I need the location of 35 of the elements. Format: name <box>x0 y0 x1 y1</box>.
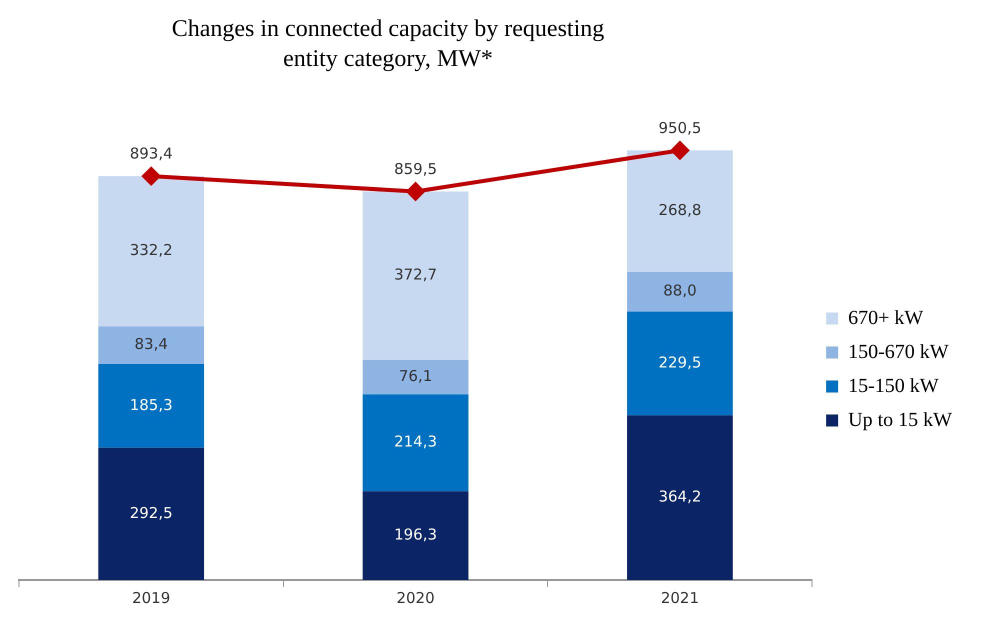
bar <box>98 176 204 326</box>
data-label: 268,8 <box>658 201 702 220</box>
data-label: 214,3 <box>394 432 438 451</box>
x-tick-label: 2019 <box>132 588 170 607</box>
data-label: 364,2 <box>658 488 702 506</box>
data-label: 372,7 <box>394 266 438 284</box>
data-label: 196,3 <box>394 526 438 544</box>
data-label: 859,5 <box>394 160 438 178</box>
data-label: 292,5 <box>130 504 173 522</box>
bar <box>627 150 733 272</box>
bar <box>98 364 204 448</box>
text: Changes in connected capacity by requesting entity category, MW* <box>170 15 606 74</box>
data-label: 229,5 <box>658 353 702 372</box>
data-label: 185,3 <box>130 396 173 414</box>
legend-label: Up to 15 kW <box>848 408 952 431</box>
bar <box>362 394 468 492</box>
data-label: 893,4 <box>130 144 173 163</box>
legend-label: 150-670 kW <box>848 340 949 363</box>
legend-label: 15-150 kW <box>848 374 939 397</box>
data-label: 88,0 <box>663 282 697 300</box>
bar <box>627 415 733 580</box>
x-tick-label: 2021 <box>660 588 700 607</box>
bar <box>627 312 733 416</box>
bar <box>362 491 468 580</box>
legend-label: 670+ kW <box>848 306 924 329</box>
data-label: 76,1 <box>398 367 432 386</box>
bar <box>627 272 733 312</box>
bar <box>98 448 204 580</box>
bar <box>362 360 468 394</box>
data-label: 332,2 <box>130 241 173 260</box>
x-tick-label: 2020 <box>396 588 435 607</box>
bar <box>362 192 468 360</box>
data-label: 950,5 <box>658 118 702 137</box>
bar <box>98 326 204 364</box>
data-label: 83,4 <box>134 335 168 354</box>
